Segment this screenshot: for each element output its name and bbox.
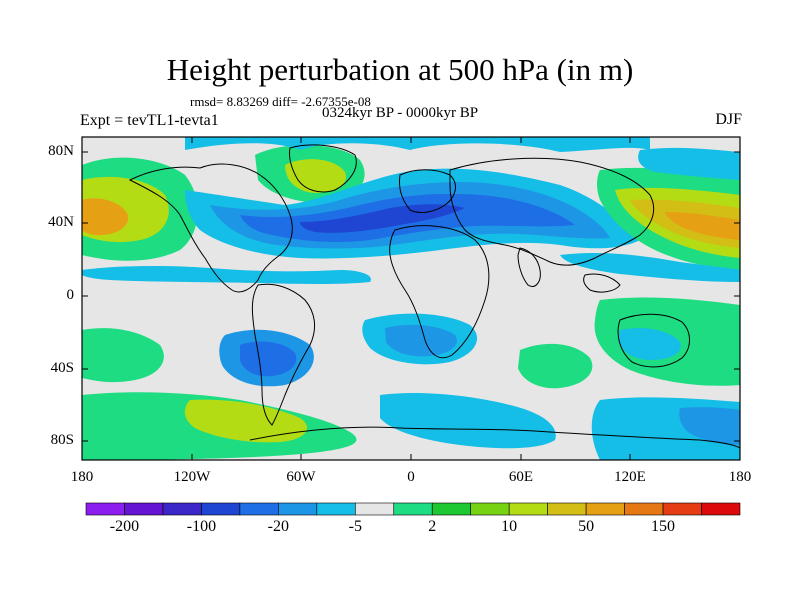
colorbar: [85, 502, 741, 516]
coast-north-america: [128, 163, 293, 293]
season-label: DJF: [715, 111, 742, 128]
anomaly-greenland-yellow: [285, 159, 346, 193]
anomaly-siberia-cyan: [638, 147, 740, 180]
colorbar-box-5: [278, 502, 318, 516]
colorbar-label-5: 10: [501, 518, 518, 535]
lon-label-5: 120E: [614, 469, 646, 485]
lat-label-80S: 80S: [50, 432, 74, 448]
colorbar-box-16: [701, 502, 741, 516]
colorbar-box-8: [393, 502, 433, 516]
colorbar-box-4: [239, 502, 279, 516]
anomaly-south-pacific-green: [82, 328, 164, 383]
lon-label-3: 0: [407, 469, 415, 485]
colorbar-label-7: 150: [651, 518, 676, 535]
colorbar-label-4: 2: [428, 518, 437, 535]
lon-label-4: 60E: [508, 469, 534, 485]
lat-label-0: 0: [66, 287, 75, 303]
colorbar-box-15: [662, 502, 702, 516]
colorbar-box-13: [585, 502, 625, 516]
colorbar-box-2: [162, 502, 202, 516]
lat-label-80N: 80N: [48, 143, 74, 159]
coast-south-america: [251, 283, 316, 426]
lon-label-0: 180: [70, 469, 94, 485]
anomaly-australia-cyan-pocket: [618, 328, 681, 360]
coast-greenland: [289, 144, 357, 193]
coastlines: [128, 144, 740, 449]
colorbar-box-7: [354, 502, 395, 516]
lon-label-1: 120W: [173, 469, 211, 485]
colorbar-label-0: -200: [109, 518, 140, 535]
colorbar-box-6: [316, 502, 356, 516]
lon-ticks: [81, 137, 741, 460]
colorbar-box-12: [547, 502, 587, 516]
anomaly-indian-ocean-green: [518, 343, 593, 389]
anomaly-north-pacific-west-orange: [82, 198, 129, 236]
coast-australia: [617, 313, 690, 368]
colorbar-box-3: [201, 502, 241, 516]
coast-india: [517, 247, 541, 287]
anomaly-south-america-blue-core: [240, 341, 297, 377]
anomaly-tropic-west-cyan: [82, 265, 371, 284]
coast-africa: [389, 225, 490, 359]
stats-text: rmsd= 8.83269 diff= -2.67355e-08: [190, 94, 371, 109]
anomaly-south-atlantic-light-blue: [385, 324, 458, 357]
lat-label-40S: 40S: [50, 360, 74, 376]
lat-ticks: [82, 151, 740, 442]
colorbar-box-1: [124, 502, 164, 516]
colorbar-box-14: [624, 502, 664, 516]
anomaly-eurasia-dark-blue: [300, 204, 465, 233]
coast-maritime-continent: [583, 273, 621, 293]
anomaly-tropic-east-cyan: [560, 252, 740, 282]
colorbar-box-10: [470, 502, 510, 516]
colorbar-label-1: -100: [186, 518, 217, 535]
period-subtitle: 0324kyr BP - 0000kyr BP: [322, 105, 479, 121]
colorbar-label-3: -5: [348, 518, 362, 535]
anomaly-southern-atlantic-cyan: [380, 393, 556, 449]
colorbar-box-9: [431, 502, 472, 516]
anomaly-southern-ocean-light-blue: [679, 407, 740, 445]
coast-asia: [449, 157, 655, 266]
lon-label-2: 60W: [286, 469, 316, 485]
lat-label-40N: 40N: [48, 214, 74, 230]
anomaly-southern-pacific-yellow: [184, 399, 308, 443]
colorbar-box-0: [85, 502, 125, 516]
lon-label-6: 180: [728, 469, 752, 485]
coast-europe: [399, 169, 456, 213]
anomaly-north-pacific-east-orange: [665, 212, 740, 240]
map-field: [82, 137, 740, 460]
colorbar-box-11: [508, 502, 548, 516]
colorbar-label-2: -20: [267, 518, 290, 535]
colorbar-label-6: 50: [578, 518, 595, 535]
experiment-label: Expt = tevTL1-tevta1: [80, 112, 219, 129]
coast-antarctica: [249, 426, 740, 449]
plot-title: Height perturbation at 500 hPa (in m): [166, 52, 634, 87]
